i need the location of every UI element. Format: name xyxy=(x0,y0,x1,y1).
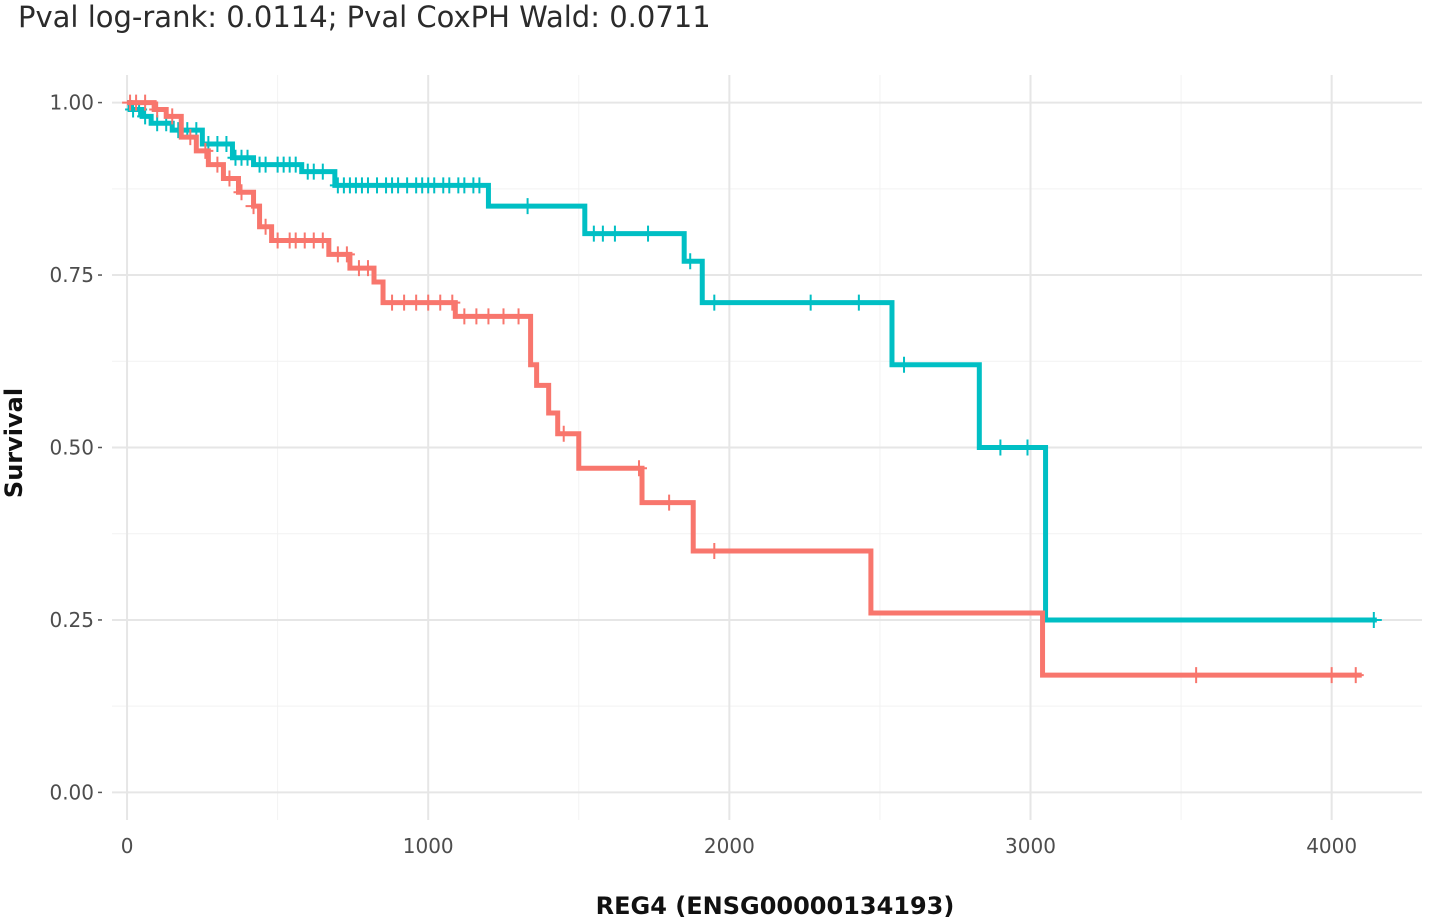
y-tick-label: 0.50 xyxy=(49,436,94,460)
censor-mark xyxy=(510,308,527,325)
censor-mark xyxy=(480,308,497,325)
x-tick-label: 1000 xyxy=(403,834,454,858)
survival-series-1 xyxy=(125,100,1382,628)
censor-mark xyxy=(197,142,214,159)
censor-mark xyxy=(287,156,304,173)
censor-mark xyxy=(444,294,461,311)
censor-mark xyxy=(1323,667,1340,684)
censor-mark xyxy=(519,198,536,215)
y-axis: 0.00 0.25 0.50 0.75 1.00 xyxy=(49,91,102,804)
censor-mark xyxy=(182,129,199,146)
censor-mark xyxy=(338,246,355,263)
x-axis-title: REG4 (ENSG00000134193) xyxy=(596,892,955,920)
censor-mark xyxy=(359,260,376,277)
x-tick-label: 2000 xyxy=(704,834,755,858)
censor-mark xyxy=(606,225,623,242)
censor-mark xyxy=(314,163,331,180)
y-tick-label: 0.75 xyxy=(49,263,94,287)
x-tick-label: 3000 xyxy=(1005,834,1056,858)
censor-mark xyxy=(992,439,1009,456)
x-tick-label: 0 xyxy=(121,834,134,858)
censor-mark xyxy=(149,101,166,118)
censor-mark xyxy=(221,170,238,187)
y-axis-title: Survival xyxy=(0,388,28,498)
censor-mark xyxy=(1365,611,1382,628)
censor-mark xyxy=(640,225,657,242)
survival-series-2 xyxy=(122,94,1364,684)
censor-mark xyxy=(802,294,819,311)
censor-mark xyxy=(218,135,235,152)
y-tick-label: 0.00 xyxy=(49,780,94,804)
x-axis: 0 1000 2000 3000 4000 xyxy=(121,834,1357,858)
y-tick-label: 0.25 xyxy=(49,608,94,632)
censor-mark xyxy=(1019,439,1036,456)
censor-mark xyxy=(239,149,256,166)
censor-mark xyxy=(137,94,154,111)
grid xyxy=(112,75,1422,820)
y-tick-label: 1.00 xyxy=(49,91,94,115)
censor-mark xyxy=(471,177,488,194)
x-tick-label: 4000 xyxy=(1306,834,1357,858)
series-group xyxy=(122,94,1382,684)
censor-mark xyxy=(850,294,867,311)
censor-mark xyxy=(164,108,181,125)
chart-title: Pval log-rank: 0.0114; Pval CoxPH Wald: … xyxy=(18,0,711,34)
censor-mark xyxy=(706,542,723,559)
censor-mark xyxy=(245,198,262,215)
censor-mark xyxy=(631,460,648,477)
censor-mark xyxy=(555,425,572,442)
censor-mark xyxy=(495,308,512,325)
censor-mark xyxy=(137,108,154,125)
censor-mark xyxy=(209,156,226,173)
censor-mark xyxy=(233,184,250,201)
censor-mark xyxy=(1347,667,1364,684)
censor-mark xyxy=(314,232,331,249)
censor-mark xyxy=(1188,667,1205,684)
censor-mark xyxy=(257,218,274,235)
censor-mark xyxy=(682,253,699,270)
censor-mark xyxy=(896,356,913,373)
censor-mark xyxy=(661,494,678,511)
censor-mark xyxy=(706,294,723,311)
